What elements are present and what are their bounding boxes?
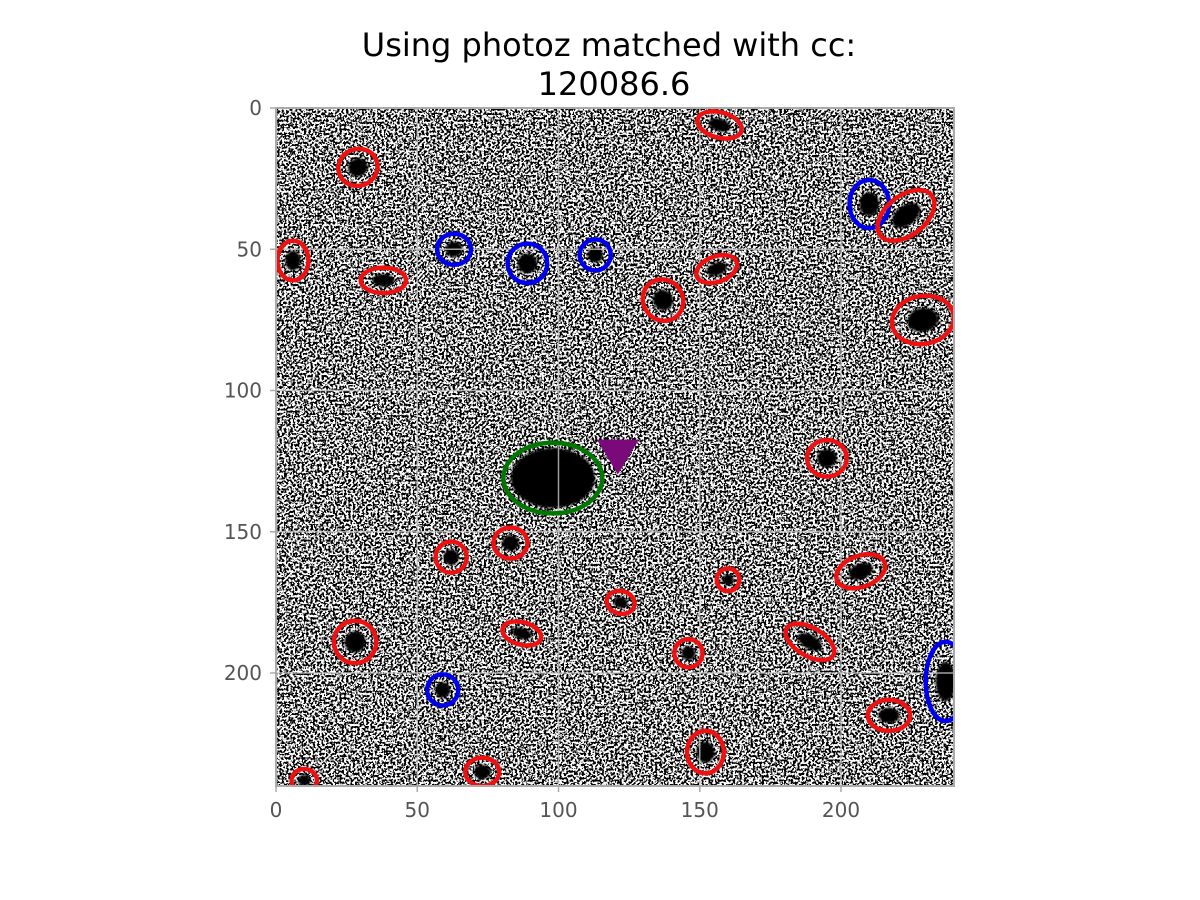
source-blob [297,774,311,786]
red-ellipse [276,238,311,283]
source-blob [443,549,459,565]
red-ellipse [695,109,744,141]
red-ellipse [640,277,686,324]
source-blob [517,253,538,274]
source-blob [473,764,491,779]
source-blob [859,192,880,217]
x-tick-label: 0 [270,798,283,822]
x-tick-label: 50 [405,798,430,822]
y-tick-label: 0 [249,96,262,120]
source-blob [935,661,954,702]
ticks: 0 50 100 150 200 0 50 100 150 200 [224,96,860,822]
red-ellipse [865,697,913,734]
red-ellipse [694,252,740,286]
red-ellipse [433,539,469,575]
ellipses [276,109,954,786]
red-ellipse [491,525,530,561]
source-blob [372,273,395,287]
source-blob [722,574,734,586]
target-triangle-marker [596,439,639,475]
source-blob [510,448,595,509]
source-blob [502,535,519,551]
chart-title-line2: 120086.6 [538,65,691,103]
y-tick-label: 100 [224,379,262,403]
source-blob [652,289,674,311]
red-ellipse [331,618,379,666]
blue-ellipse [424,672,461,708]
source-blob [587,247,603,263]
red-ellipse [672,636,705,670]
source-blob [878,707,900,724]
source-blob [434,682,451,698]
source-blob [681,646,696,661]
source-blob [285,250,301,271]
red-ellipse [604,588,637,617]
red-ellipse [684,728,727,776]
y-tick-label: 150 [224,520,262,544]
blue-ellipse [577,237,614,273]
green-ellipse [501,440,605,516]
markers [596,439,639,475]
red-ellipse [714,566,742,594]
plot-area [276,108,954,786]
blue-ellipse [505,241,550,286]
source-blob [613,596,628,609]
source-blob [816,449,837,468]
source-blob [848,562,874,580]
red-ellipse [463,755,502,786]
source-blob [348,158,368,177]
plot-frame [275,107,955,787]
source-blob [797,632,823,652]
sources-layer [285,118,954,786]
source-blob [907,307,939,333]
red-ellipse [500,619,544,648]
y-tick-label: 200 [224,661,262,685]
x-tick-label: 100 [539,798,577,822]
source-blob [706,262,727,277]
x-tick-label: 150 [681,798,719,822]
red-ellipse [875,187,937,243]
source-blob [696,741,715,763]
red-ellipse [783,621,837,663]
red-ellipse [289,766,320,786]
source-blob [891,202,921,229]
y-tick-label: 50 [237,237,262,261]
source-blob [708,118,731,132]
red-ellipse [358,265,409,296]
red-ellipse [834,552,888,591]
x-tick-label: 200 [822,798,860,822]
red-ellipse [804,437,849,479]
source-blob [344,631,366,653]
red-ellipse [336,146,380,189]
blue-ellipse [923,639,954,724]
chart-title-line1: Using photoz matched with cc: [362,26,856,64]
blue-ellipse [434,231,474,268]
source-blob [512,627,532,640]
